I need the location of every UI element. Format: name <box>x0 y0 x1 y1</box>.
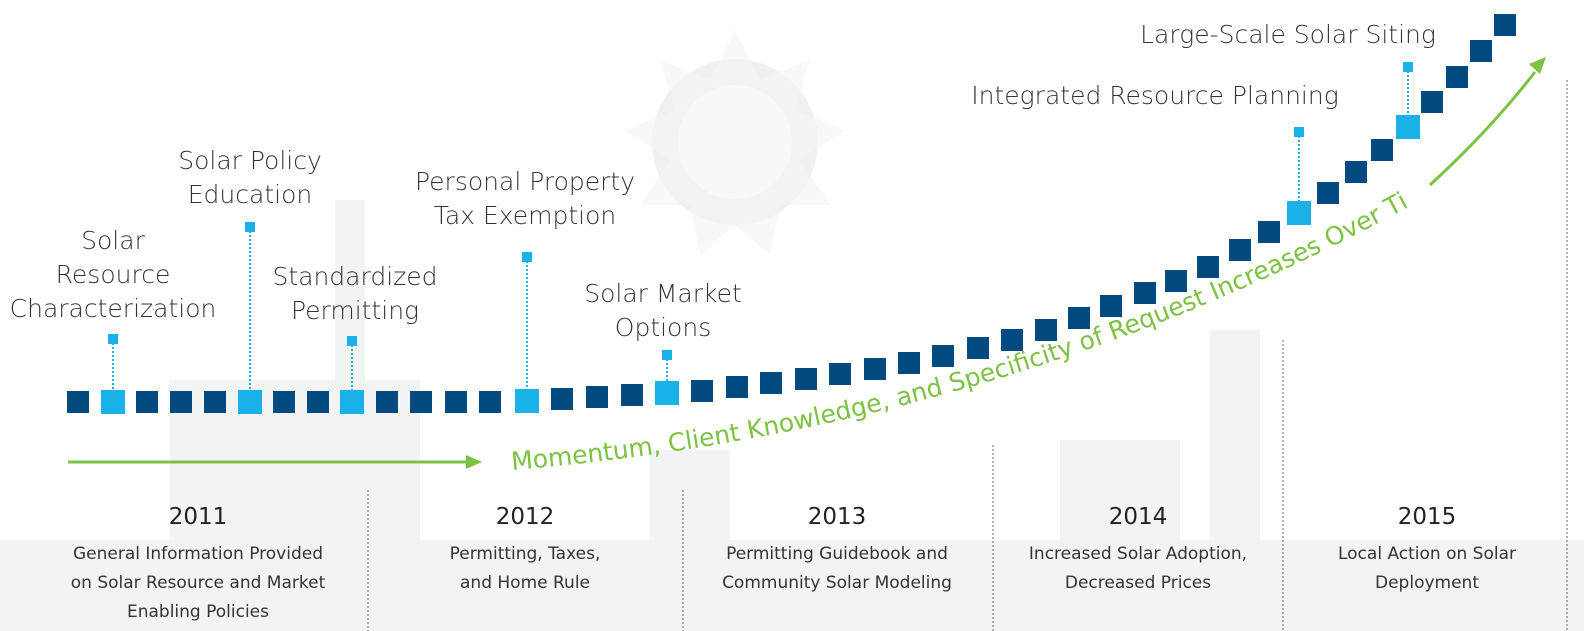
progress-square <box>760 372 782 394</box>
milestone-label: Solar Market <box>584 279 742 308</box>
progress-square <box>1345 161 1367 183</box>
year-description: Permitting Guidebook and <box>726 544 948 564</box>
milestone-square <box>655 381 679 405</box>
marker <box>1403 62 1413 72</box>
progress-square <box>376 391 398 413</box>
progress-square <box>1134 282 1156 304</box>
milestone-label: Options <box>615 313 711 342</box>
progress-square <box>136 391 158 413</box>
timeline-infographic: Momentum, Client Knowledge, and Specific… <box>0 0 1584 631</box>
progress-square <box>1258 221 1280 243</box>
milestone-label: Personal Property <box>415 167 635 196</box>
milestone-square <box>238 390 262 414</box>
progress-square <box>1317 182 1339 204</box>
year-description: Decreased Prices <box>1065 573 1211 593</box>
progress-square <box>1446 66 1468 88</box>
milestone-label: Characterization <box>10 294 217 323</box>
marker <box>245 222 255 232</box>
marker <box>347 336 357 346</box>
progress-square <box>586 386 608 408</box>
background <box>0 30 1584 631</box>
milestone-square <box>340 390 364 414</box>
progress-square <box>551 388 573 410</box>
progress-square <box>1470 40 1492 62</box>
marker <box>662 350 672 360</box>
year: 2011 <box>169 504 228 530</box>
progress-square <box>1421 91 1443 113</box>
progress-square <box>1100 295 1122 317</box>
milestone-square <box>1287 201 1311 225</box>
year-description: Increased Solar Adoption, <box>1029 544 1247 564</box>
year-description: Community Solar Modeling <box>722 573 952 593</box>
progress-square <box>1371 139 1393 161</box>
progress-square <box>273 391 295 413</box>
milestone-label: Tax Exemption <box>434 201 617 230</box>
milestone-label: Large-Scale Solar Siting <box>1140 20 1436 49</box>
marker <box>1294 127 1304 137</box>
progress-square <box>691 380 713 402</box>
year-description: Permitting, Taxes, <box>450 544 601 564</box>
year-description: and Home Rule <box>460 573 590 593</box>
marker <box>522 252 532 262</box>
milestone-label: Standardized <box>272 262 437 291</box>
milestone-square <box>1396 115 1420 139</box>
progress-square <box>204 391 226 413</box>
marker <box>108 334 118 344</box>
progress-square <box>1197 256 1219 278</box>
progress-square <box>1035 319 1057 341</box>
progress-square <box>479 391 501 413</box>
progress-square <box>932 345 954 367</box>
progress-square <box>726 376 748 398</box>
year: 2012 <box>496 504 555 530</box>
progress-square <box>1068 307 1090 329</box>
progress-square <box>829 363 851 385</box>
progress-square <box>1001 329 1023 351</box>
milestone-label: Solar Policy <box>178 146 322 175</box>
year: 2013 <box>808 504 867 530</box>
progress-square <box>307 391 329 413</box>
progress-square <box>1165 270 1187 292</box>
year-description: Enabling Policies <box>127 602 269 622</box>
milestone-label: Permitting <box>291 296 419 325</box>
milestone-square <box>515 389 539 413</box>
milestone-label: Solar <box>81 226 145 255</box>
progress-square <box>67 391 89 413</box>
milestone-label: Resource <box>56 260 171 289</box>
milestone-label: Education <box>188 180 312 209</box>
progress-square <box>967 337 989 359</box>
progress-square <box>795 368 817 390</box>
milestone-square <box>101 390 125 414</box>
progress-square <box>621 384 643 406</box>
year-description: Local Action on Solar <box>1338 544 1516 564</box>
progress-square <box>445 391 467 413</box>
year-description: General Information Provided <box>73 544 323 564</box>
year: 2014 <box>1109 504 1168 530</box>
progress-square <box>1494 14 1516 36</box>
year: 2015 <box>1398 504 1457 530</box>
progress-square <box>898 352 920 374</box>
year-description: on Solar Resource and Market <box>71 573 326 593</box>
progress-square <box>170 391 192 413</box>
year-description: Deployment <box>1375 573 1479 593</box>
progress-square <box>410 391 432 413</box>
progress-square <box>1229 239 1251 261</box>
milestone-label: Integrated Resource Planning <box>971 81 1338 110</box>
progress-square <box>864 358 886 380</box>
